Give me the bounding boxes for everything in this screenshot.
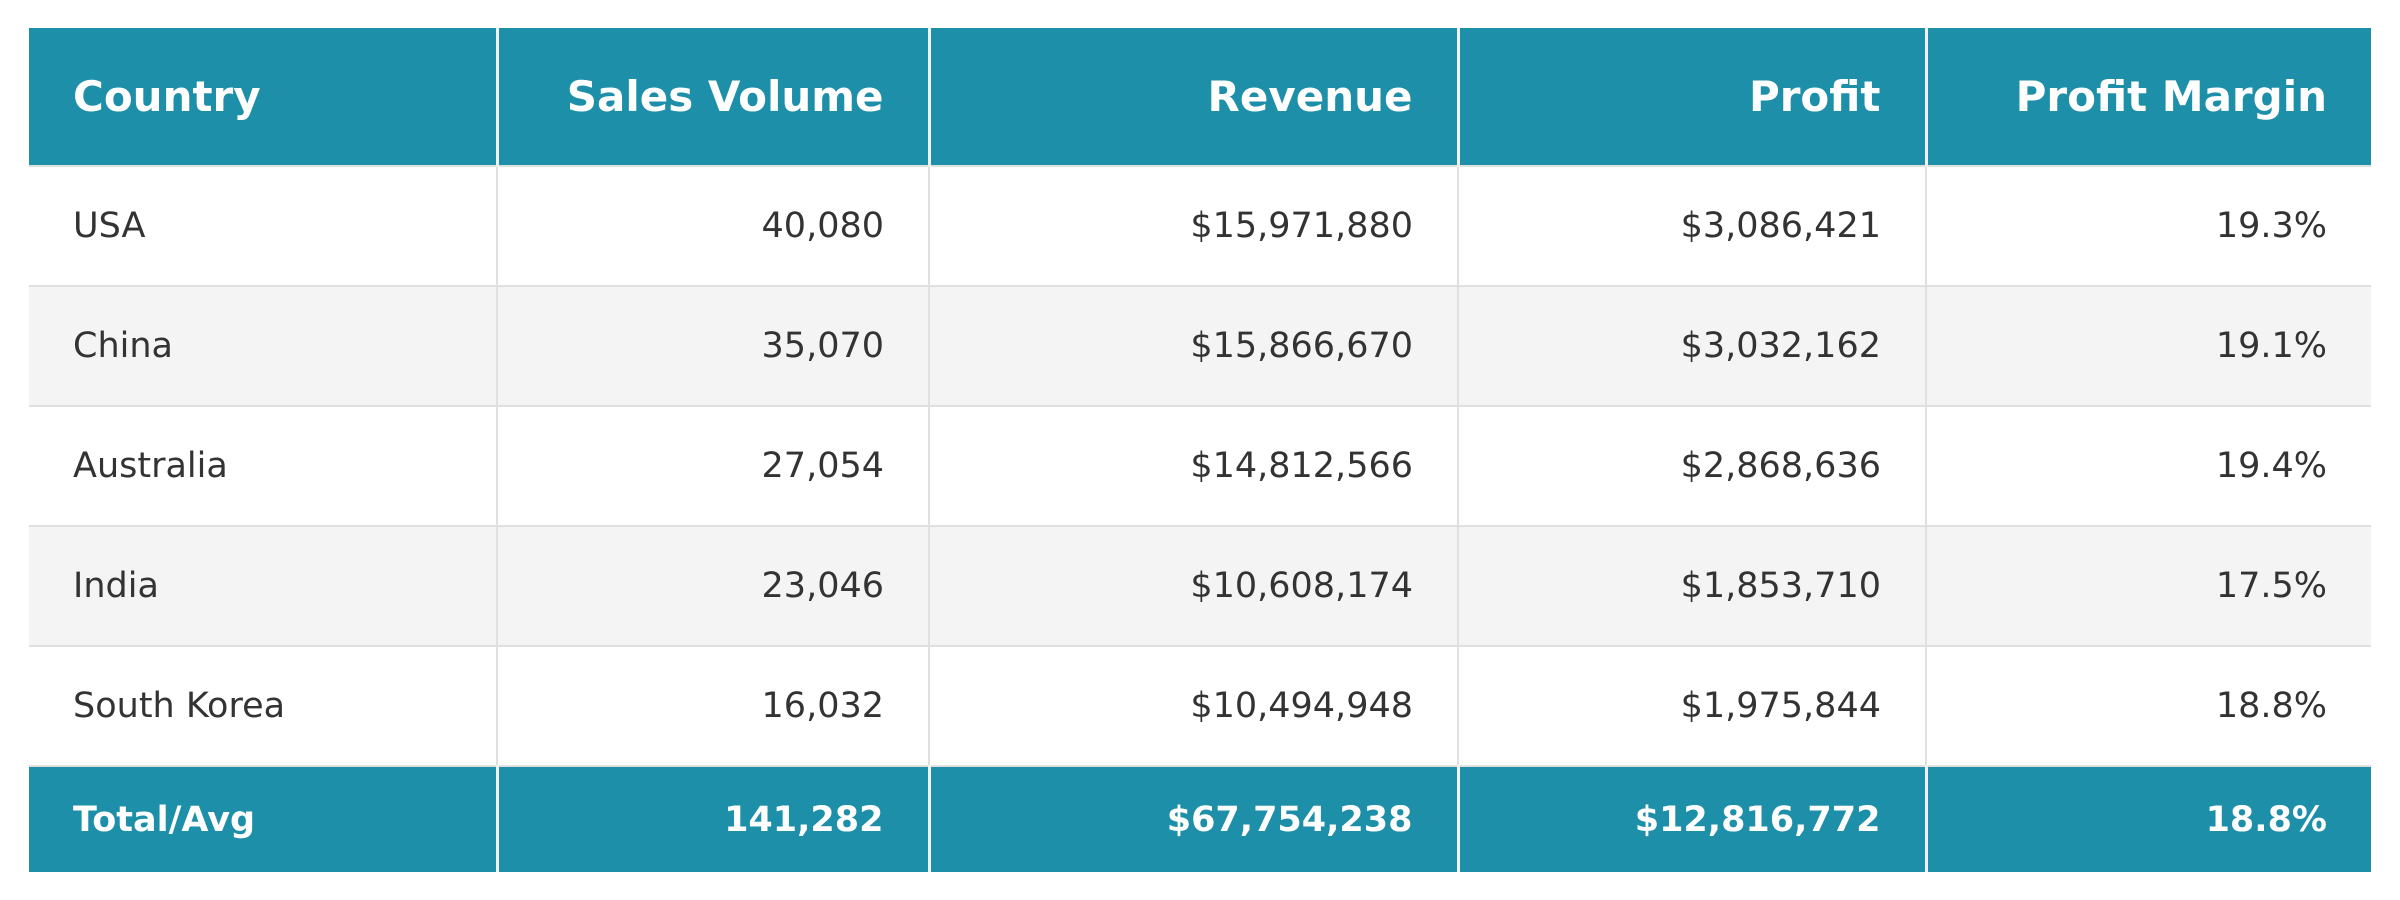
cell-sales-volume: 35,070 [496,285,930,407]
cell-country: India [29,525,498,647]
cell-sales-volume: 23,046 [496,525,930,647]
table-header: Country Sales Volume Revenue Profit Prof… [29,28,2371,166]
total-profit: $12,816,772 [1456,766,1928,872]
cell-country: China [29,285,498,407]
column-header-country: Country [29,28,499,166]
cell-sales-volume: 16,032 [496,645,930,767]
column-header-sales-volume: Sales Volume [495,28,931,166]
cell-revenue: $15,971,880 [928,165,1459,287]
table-row: India 23,046 $10,608,174 $1,853,710 17.5… [29,525,2371,647]
cell-revenue: $15,866,670 [928,285,1459,407]
table-body: USA 40,080 $15,971,880 $3,086,421 19.3% … [29,165,2371,767]
column-header-revenue: Revenue [927,28,1460,166]
table-row: Australia 27,054 $14,812,566 $2,868,636 … [29,405,2371,527]
total-sales-volume: 141,282 [495,766,931,872]
cell-profit: $1,853,710 [1457,525,1927,647]
cell-profit: $3,032,162 [1457,285,1927,407]
total-revenue: $67,754,238 [927,766,1460,872]
cell-country: Australia [29,405,498,527]
cell-profit-margin: 19.4% [1925,405,2371,527]
cell-revenue: $10,608,174 [928,525,1459,647]
table-row: USA 40,080 $15,971,880 $3,086,421 19.3% [29,165,2371,287]
cell-sales-volume: 27,054 [496,405,930,527]
data-table: Country Sales Volume Revenue Profit Prof… [29,28,2371,872]
table-footer: Total/Avg 141,282 $67,754,238 $12,816,77… [29,766,2371,872]
header-row: Country Sales Volume Revenue Profit Prof… [29,28,2371,166]
cell-profit-margin: 17.5% [1925,525,2371,647]
data-table-container: Country Sales Volume Revenue Profit Prof… [29,28,2371,872]
cell-profit: $3,086,421 [1457,165,1927,287]
totals-row: Total/Avg 141,282 $67,754,238 $12,816,77… [29,766,2371,872]
column-header-profit-margin: Profit Margin [1924,28,2371,166]
table-row: China 35,070 $15,866,670 $3,032,162 19.1… [29,285,2371,407]
column-header-profit: Profit [1456,28,1928,166]
cell-country: USA [29,165,498,287]
cell-country: South Korea [29,645,498,767]
cell-profit: $2,868,636 [1457,405,1927,527]
cell-sales-volume: 40,080 [496,165,930,287]
cell-revenue: $14,812,566 [928,405,1459,527]
cell-profit-margin: 18.8% [1925,645,2371,767]
cell-revenue: $10,494,948 [928,645,1459,767]
cell-profit: $1,975,844 [1457,645,1927,767]
average-profit-margin: 18.8% [1924,766,2371,872]
cell-profit-margin: 19.1% [1925,285,2371,407]
cell-profit-margin: 19.3% [1925,165,2371,287]
table-row: South Korea 16,032 $10,494,948 $1,975,84… [29,645,2371,767]
total-label: Total/Avg [29,766,499,872]
